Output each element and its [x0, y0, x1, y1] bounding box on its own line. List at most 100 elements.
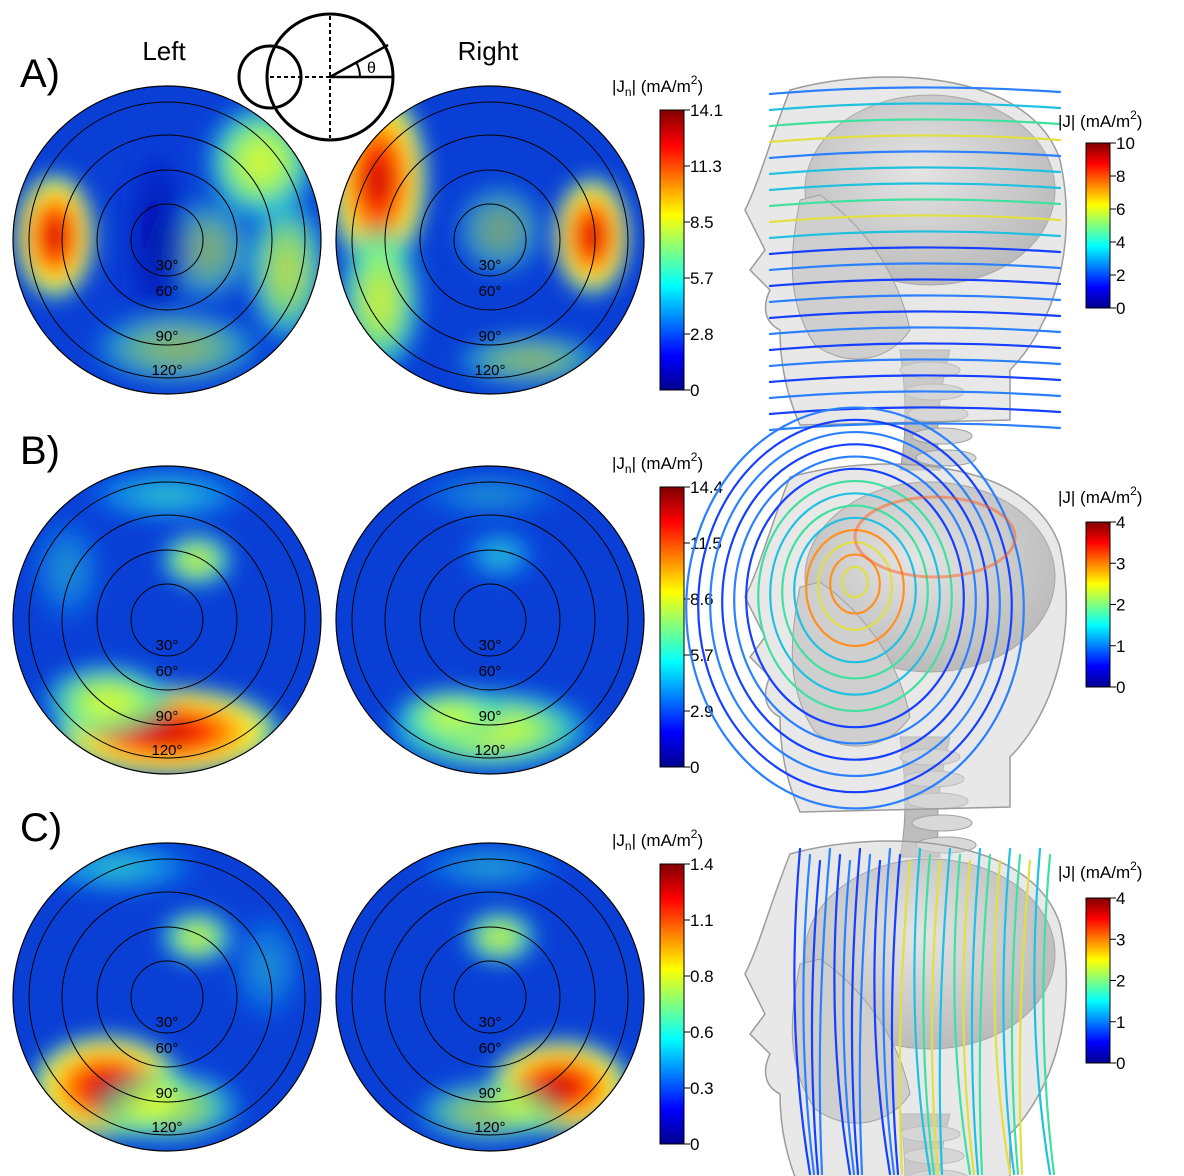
panel-c: C) 30° 60° 90° 120° 30° 60° 90° 120° |Jn| (mA/m2)…: [12, 806, 1142, 1176]
intensity-region: [77, 466, 257, 525]
streamline: [873, 859, 892, 1176]
current-streamlines: [768, 86, 1062, 432]
ring-label: 120°: [474, 742, 505, 759]
streamline: [768, 294, 1062, 304]
jn-colorbar: 1.4 1.1 0.8 0.6 0.3 0: [659, 855, 714, 1154]
polar-map: [13, 466, 321, 774]
streamline: [841, 565, 869, 599]
polar-map: [336, 466, 644, 774]
colorbar-scale: [1085, 521, 1111, 688]
schematic-radius: [329, 43, 389, 79]
colorbar-tick-label: 1.1: [690, 911, 714, 930]
streamline: [768, 406, 1062, 416]
j-colorbar: 4 3 2 1 0: [1085, 889, 1125, 1073]
ring-label: 60°: [479, 1040, 502, 1057]
streamline: [938, 847, 952, 1176]
head-model: [744, 76, 1067, 471]
streamline: [768, 134, 1062, 144]
j-colorbar-title: |J| (mA/m2): [1058, 859, 1142, 882]
streamline: [922, 853, 936, 1176]
polar-map-outline: [12, 465, 322, 775]
intensity-region: [410, 843, 570, 892]
streamline: [793, 516, 917, 664]
colorbar-tick-label: 2: [1116, 596, 1125, 615]
colorbar-tick-label: 5.7: [690, 269, 714, 288]
streamline: [768, 102, 1062, 112]
vertebra: [911, 814, 973, 832]
angle-ring-2: [96, 926, 238, 1068]
colorbar-tick-label: 3: [1116, 554, 1125, 573]
angle-ring-2: [419, 169, 561, 311]
colorbar-tick-label: 0: [690, 381, 699, 400]
angle-ring-1: [130, 960, 204, 1034]
colorbar-tick-label: 2: [1116, 972, 1125, 991]
streamline: [970, 847, 982, 1176]
angle-schematic: [237, 12, 395, 142]
angle-ring-3: [384, 891, 596, 1103]
streamline: [768, 358, 1062, 368]
intensity-region: [227, 907, 307, 1027]
colorbar-tick-label: 14.4: [690, 478, 723, 497]
j-colorbar: 4 3 2 1 0: [1085, 513, 1125, 697]
streamline: [829, 553, 881, 615]
intensity-region: [117, 130, 197, 350]
streamline: [781, 504, 929, 680]
polar-map-outline: [12, 85, 322, 395]
streamline: [858, 853, 872, 1176]
colorbar-tick-label: 1: [1116, 637, 1125, 656]
intensity-region: [157, 907, 237, 967]
colorbar-tick-label: 2: [1116, 266, 1125, 285]
colorbar-tick-label: 8.5: [690, 213, 714, 232]
streamline: [745, 467, 965, 729]
colorbar-tick-label: 11.5: [690, 534, 722, 553]
colorbar-scale: [659, 863, 685, 1145]
colorbar-tick-label: 0: [1116, 299, 1125, 318]
ring-label: 30°: [479, 257, 502, 274]
ring-label: 90°: [479, 1085, 502, 1102]
colorbar-tick-label: 4: [1116, 233, 1125, 252]
polar-map-outline: [335, 842, 645, 1152]
head-model: [744, 840, 1067, 1176]
colorbar-tick-label: 4: [1116, 513, 1125, 532]
colorbar-tick-label: 3: [1116, 930, 1125, 949]
colorbar-tick-label: 11.3: [690, 157, 722, 176]
colorbar-tick-label: 14.1: [690, 101, 723, 120]
colorbar-scale: [1085, 142, 1111, 309]
jn-colorbar-title: |Jn| (mA/m2): [612, 827, 703, 853]
angle-ring-3: [61, 891, 273, 1103]
ring-label: 90°: [479, 328, 502, 345]
angle-ring-4: [28, 858, 306, 1136]
panel-b: B) 30° 60° 90° 120° 30° 60° 90° 120° |Jn| (mA/m2)…: [12, 406, 1142, 858]
angle-ring-1: [453, 960, 527, 1034]
ring-label: 60°: [156, 283, 179, 300]
angle-ring-4: [351, 858, 629, 1136]
streamline: [769, 492, 941, 696]
angle-ring-4: [28, 481, 306, 759]
ring-label: 30°: [479, 1014, 502, 1031]
head-model: [685, 406, 1067, 858]
streamline: [757, 479, 953, 713]
streamline: [833, 853, 852, 1176]
intensity-region: [87, 308, 267, 388]
ring-label: 90°: [156, 328, 179, 345]
theta-label: θ: [367, 60, 376, 77]
current-streamlines: [685, 406, 1025, 810]
panel-label: B): [20, 429, 60, 473]
ring-label: 30°: [479, 637, 502, 654]
colorbar-tick-label: 0.6: [690, 1023, 714, 1042]
streamline: [768, 278, 1062, 288]
panel-a: A) 30° 60° 90° 120° 30° 60° 90° 120° |Jn| (mA/m2)…: [12, 52, 1142, 471]
streamline: [793, 847, 812, 1176]
streamline: [890, 853, 902, 1176]
streamline-hotspot: [853, 495, 1017, 579]
streamline: [721, 443, 989, 761]
streamline: [685, 406, 1025, 810]
angle-ring-1: [453, 203, 527, 277]
streamline: [768, 246, 1062, 256]
intensity-region: [13, 170, 97, 302]
angle-ring-2: [96, 549, 238, 691]
colorbar-tick-label: 0.8: [690, 967, 714, 986]
ring-label: 30°: [156, 1014, 179, 1031]
ring-label: 60°: [479, 283, 502, 300]
streamline: [1010, 853, 1022, 1176]
